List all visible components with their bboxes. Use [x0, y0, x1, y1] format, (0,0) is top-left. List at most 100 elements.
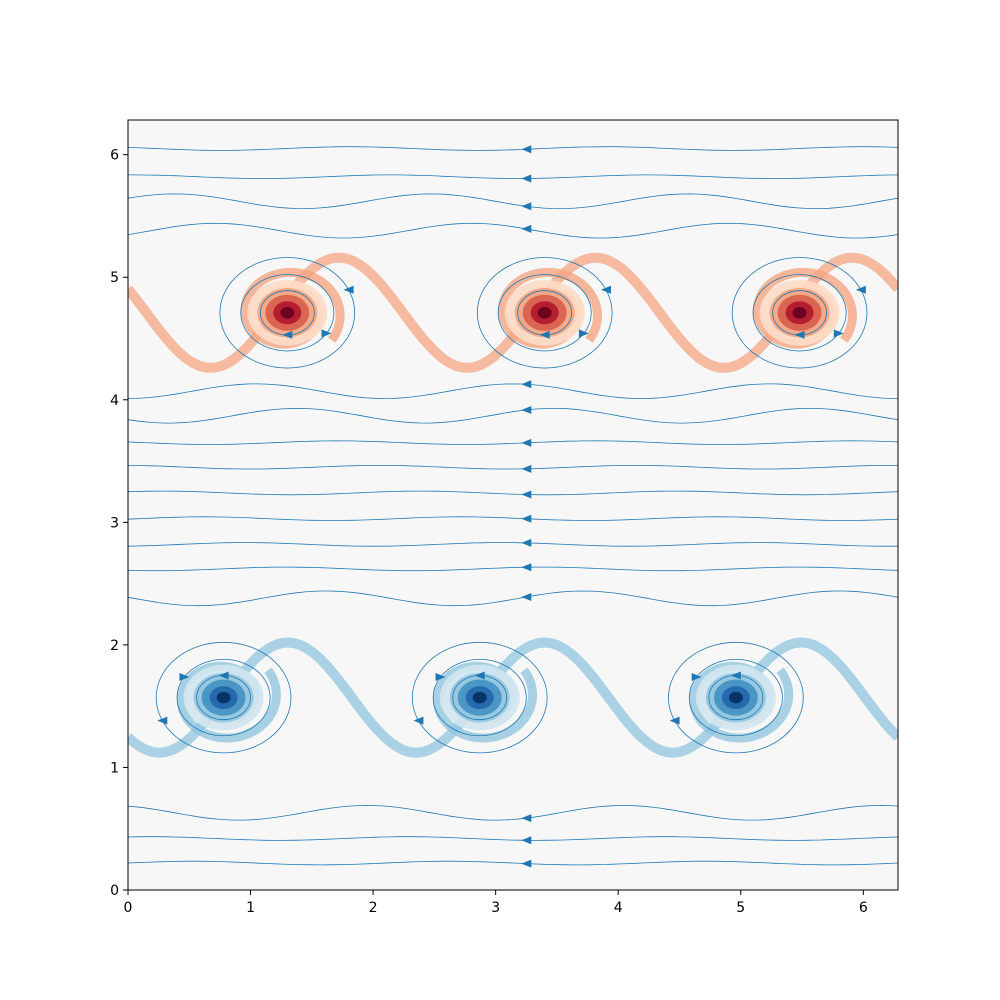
streamline — [128, 563, 898, 572]
streamline-arrow — [521, 174, 532, 183]
streamline-arrow — [521, 814, 532, 823]
streamline — [128, 380, 898, 400]
vortex-core-ring — [472, 691, 487, 704]
streamline-arrow — [521, 145, 532, 154]
closed-streamline — [476, 257, 613, 369]
streamline — [128, 222, 898, 239]
closed-streamline — [219, 257, 356, 369]
streamline-path — [128, 516, 898, 521]
streamline — [128, 804, 898, 823]
closed-streamline — [731, 257, 868, 369]
streamline-arrow — [474, 671, 485, 680]
streamline-arrow — [521, 202, 532, 211]
streamline — [128, 193, 898, 211]
x-tick-label: 1 — [246, 900, 255, 916]
streamline-arrow — [794, 330, 805, 339]
streamline-path — [128, 490, 898, 496]
streamline — [128, 836, 898, 845]
x-tick-label: 4 — [614, 900, 623, 916]
streamline — [128, 145, 898, 154]
streamlines — [128, 145, 898, 868]
closed-streamline — [411, 641, 548, 754]
streamline-path — [128, 836, 898, 841]
streamline-arrow — [521, 563, 532, 572]
streamline-path — [128, 804, 898, 821]
streamline-arrow — [157, 716, 168, 725]
streamline-arrow — [521, 438, 532, 447]
vortex-streamlines — [731, 257, 868, 369]
streamline — [128, 464, 898, 473]
streamline-arrow — [179, 672, 190, 681]
closed-streamline — [752, 274, 847, 352]
streamline — [128, 859, 898, 868]
streamline-arrow — [521, 836, 532, 845]
vortex-core-ring — [216, 691, 231, 704]
streamline-arrow — [521, 405, 532, 414]
closed-streamline — [497, 274, 592, 352]
streamline-arrow — [435, 672, 446, 681]
streamline-arrow — [521, 592, 532, 601]
y-tick-label: 6 — [110, 148, 119, 164]
streamline — [128, 174, 898, 183]
streamline-arrow — [833, 329, 844, 338]
streamline-arrow — [730, 671, 741, 680]
streamline-arrow — [521, 224, 532, 233]
vortex-streamlines — [476, 257, 613, 369]
x-tick-label: 3 — [491, 900, 500, 916]
vortex-core-ring — [792, 307, 807, 319]
vortex-core-ring — [537, 307, 552, 319]
closed-streamline — [176, 659, 271, 737]
closed-streamline — [432, 659, 527, 737]
streamline-path — [128, 193, 898, 210]
x-tick-label: 2 — [369, 900, 378, 916]
x-axis: 0 1 2 3 4 5 6 — [124, 890, 868, 916]
y-tick-label: 1 — [110, 760, 119, 776]
streamline-arrow — [855, 285, 866, 294]
streamline-path — [128, 222, 898, 239]
y-tick-label: 4 — [110, 393, 119, 409]
x-tick-label: 0 — [124, 900, 133, 916]
streamline-arrow — [321, 329, 332, 338]
streamline-arrow — [343, 285, 354, 294]
streamline-arrow — [521, 380, 532, 389]
negative-vortex — [689, 661, 794, 743]
vortex-streamlines — [668, 641, 804, 754]
streamline-arrow — [218, 671, 229, 680]
streamline-path — [128, 566, 898, 572]
plot-background — [128, 120, 898, 890]
streamline-path — [128, 174, 898, 179]
vortex-core-ring — [280, 307, 295, 319]
streamline-path — [128, 590, 898, 607]
vortex-core-ring — [728, 691, 743, 704]
streamline-arrow — [282, 330, 293, 339]
streamline-arrow — [600, 285, 611, 294]
closed-streamline — [668, 641, 804, 754]
streamline-path — [128, 407, 898, 424]
streamline-arrow — [521, 490, 532, 499]
y-tick-label: 2 — [110, 638, 119, 654]
streamline — [128, 490, 898, 499]
streamline — [128, 590, 898, 607]
x-tick-label: 5 — [736, 900, 745, 916]
streamline-arrow — [521, 859, 532, 868]
x-tick-label: 6 — [859, 900, 868, 916]
closed-streamline — [688, 659, 783, 737]
negative-vortex — [176, 661, 281, 743]
streamline-path — [128, 440, 898, 445]
streamline-path — [128, 383, 898, 400]
y-tick-label: 5 — [110, 270, 119, 286]
axes-frame — [127, 119, 899, 891]
streamline-arrow — [539, 330, 550, 339]
closed-streamline — [155, 641, 292, 754]
y-tick-label: 0 — [110, 883, 119, 899]
streamline — [128, 405, 898, 424]
streamline-arrow — [669, 716, 680, 725]
streamline-path — [128, 465, 898, 470]
plot-area — [128, 120, 898, 890]
streamline-arrow — [521, 464, 532, 473]
vorticity-field — [128, 252, 898, 758]
shear-filament — [128, 637, 898, 758]
streamline-path — [128, 542, 898, 547]
streamline — [128, 514, 898, 523]
